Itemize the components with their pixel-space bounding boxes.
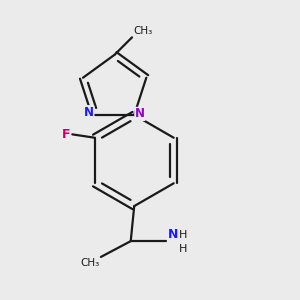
Text: H: H	[179, 230, 188, 240]
Text: H: H	[179, 244, 188, 254]
Text: N: N	[167, 228, 178, 241]
Text: CH₃: CH₃	[80, 258, 99, 268]
Text: N: N	[84, 106, 94, 118]
Text: N: N	[135, 107, 145, 120]
Text: F: F	[62, 128, 70, 141]
Text: CH₃: CH₃	[134, 26, 153, 36]
